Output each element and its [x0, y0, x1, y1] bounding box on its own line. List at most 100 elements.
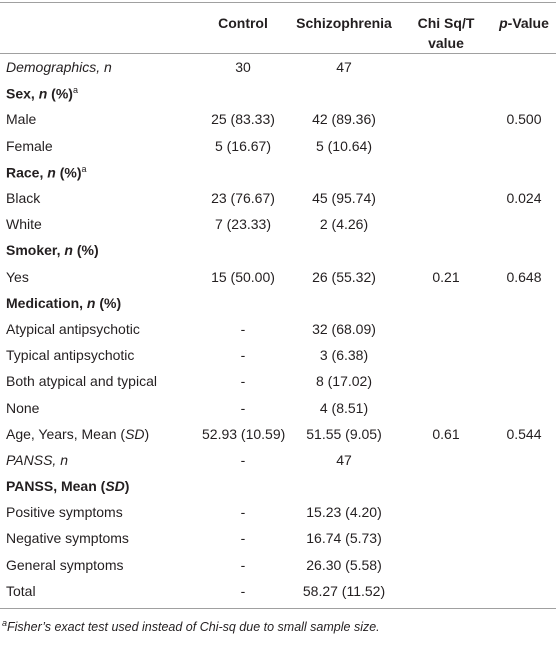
- table-row: None - 4 (8.51): [0, 394, 556, 420]
- table-cell: [492, 133, 556, 159]
- table-cell: [198, 80, 288, 106]
- table-cell: [492, 159, 556, 185]
- header-cell: [0, 2, 198, 54]
- table-cell: 0.21: [432, 268, 460, 285]
- table-cell: [492, 447, 556, 473]
- row-label: Positive symptoms: [0, 499, 198, 525]
- table-cell: 32 (68.09): [312, 320, 376, 337]
- text-segment: Smoker,: [6, 242, 65, 259]
- text-segment: Fisher’s exact test used instead of Chi-…: [7, 620, 380, 635]
- row-label: Yes: [0, 264, 198, 290]
- table-row: Total -58.27 (11.52): [0, 577, 556, 609]
- table-cell: 5 (16.67): [214, 137, 272, 154]
- table-cell: 45 (95.74): [312, 190, 376, 207]
- table-row: Medication, n (%): [0, 290, 556, 316]
- table-cell: [400, 185, 492, 211]
- table-row: PANSS, n - 47: [0, 447, 556, 473]
- table-cell: 23 (76.67): [211, 190, 275, 207]
- table-cell: [400, 237, 492, 263]
- table-cell: 2 (4.26): [319, 216, 369, 233]
- row-label: Smoker, n (%): [0, 237, 198, 263]
- table-cell: [492, 525, 556, 551]
- text-segment: ): [124, 478, 130, 495]
- table-cell: [288, 473, 400, 499]
- footnote: aFisher’s exact test used instead of Chi…: [0, 609, 556, 634]
- table-cell: [400, 447, 492, 473]
- table-cell: 5 (10.64): [315, 137, 373, 154]
- table-row: Atypical antipsychotic - 32 (68.09): [0, 316, 556, 342]
- text-segment: Demographics, n: [6, 59, 112, 76]
- header-cell: Control: [198, 2, 288, 54]
- table-row: Both atypical and typical - 8 (17.02): [0, 368, 556, 394]
- table-body: Demographics, n 30 47 Sex, n (%)a Male 25 (83…: [0, 54, 556, 609]
- table-cell: 0.500: [506, 111, 542, 128]
- row-label: Race, n (%)a: [0, 159, 198, 185]
- table-cell: [492, 368, 556, 394]
- table-cell: 30: [235, 59, 251, 76]
- text-segment: White: [6, 216, 42, 233]
- table-cell: 26.30 (5.58): [306, 556, 382, 573]
- table-cell: [288, 290, 400, 316]
- row-label: General symptoms: [0, 552, 198, 578]
- table-cell: [400, 499, 492, 525]
- text-segment: (%): [72, 242, 99, 259]
- table-cell: -: [240, 320, 246, 337]
- text-segment: Chi Sq/T value: [417, 15, 475, 51]
- superscript: a: [2, 617, 8, 628]
- text-segment: SD: [125, 425, 145, 442]
- table-cell: [492, 342, 556, 368]
- text-segment: p: [499, 15, 508, 31]
- superscript: a: [81, 163, 87, 174]
- text-segment: Negative symptoms: [6, 530, 129, 547]
- superscript: a: [72, 84, 78, 95]
- row-label: Black: [0, 185, 198, 211]
- text-segment: ): [144, 425, 150, 442]
- table-row: Smoker, n (%): [0, 237, 556, 263]
- table-row: Female 5 (16.67) 5 (10.64): [0, 133, 556, 159]
- row-label: Demographics, n: [0, 54, 198, 81]
- table-cell: 42 (89.36): [312, 111, 376, 128]
- text-segment: General symptoms: [6, 556, 124, 573]
- text-segment: Typical antipsychotic: [6, 347, 135, 364]
- table-cell: [492, 552, 556, 578]
- text-segment: Black: [6, 190, 41, 207]
- table-row: General symptoms - 26.30 (5.58): [0, 552, 556, 578]
- text-segment: PANSS, n: [6, 451, 68, 468]
- table-cell: [400, 54, 492, 81]
- row-label: PANSS, n: [0, 447, 198, 473]
- text-segment: (%): [55, 164, 82, 181]
- table-row: Positive symptoms - 15.23 (4.20): [0, 499, 556, 525]
- table-cell: [400, 211, 492, 237]
- table-cell: 15 (50.00): [211, 268, 275, 285]
- table-cell: [400, 525, 492, 551]
- text-segment: Medication,: [6, 294, 87, 311]
- text-segment: n: [38, 85, 48, 102]
- table-cell: [492, 499, 556, 525]
- table-cell: [400, 133, 492, 159]
- text-segment: Schizophrenia: [296, 15, 392, 31]
- table-cell: 8 (17.02): [315, 373, 373, 390]
- table-cell: [400, 577, 492, 609]
- row-label: Typical antipsychotic: [0, 342, 198, 368]
- table-cell: [400, 473, 492, 499]
- table-cell: 58.27 (11.52): [288, 577, 400, 609]
- row-label: Negative symptoms: [0, 525, 198, 551]
- table-cell: [492, 54, 556, 81]
- text-segment: n: [47, 164, 56, 181]
- text-segment: (%): [47, 85, 73, 102]
- text-segment: Age, Years, Mean (: [6, 425, 126, 442]
- table-row: Black 23 (76.67) 45 (95.74) 0.024: [0, 185, 556, 211]
- row-label: Age, Years, Mean (SD): [0, 421, 198, 447]
- text-segment: Female: [6, 137, 53, 154]
- table-row: Male 25 (83.33) 42 (89.36) 0.500: [0, 106, 556, 132]
- table-cell: [400, 342, 492, 368]
- table-cell: 0.544: [506, 425, 542, 442]
- text-segment: Race,: [6, 164, 48, 181]
- table-cell: [400, 552, 492, 578]
- text-segment: Atypical antipsychotic: [6, 320, 140, 337]
- table-row: White 7 (23.33) 2 (4.26): [0, 211, 556, 237]
- table-cell: [288, 80, 400, 106]
- table-cell: 0.648: [506, 268, 542, 285]
- table-row: Sex, n (%)a: [0, 80, 556, 106]
- table-cell: [492, 80, 556, 106]
